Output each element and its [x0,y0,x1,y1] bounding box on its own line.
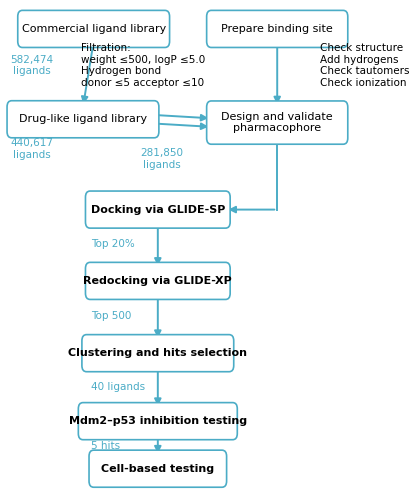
Text: Filtration:
weight ≤500, logP ≤5.0
Hydrogen bond
donor ≤5 acceptor ≤10: Filtration: weight ≤500, logP ≤5.0 Hydro… [82,43,206,88]
FancyBboxPatch shape [207,101,348,144]
FancyBboxPatch shape [85,262,230,300]
Text: Mdm2–p53 inhibition testing: Mdm2–p53 inhibition testing [69,416,247,426]
FancyBboxPatch shape [89,450,227,487]
Text: Redocking via GLIDE-XP: Redocking via GLIDE-XP [84,276,232,286]
Text: Commercial ligand library: Commercial ligand library [22,24,166,34]
Text: Drug-like ligand library: Drug-like ligand library [19,114,147,124]
Text: Top 500: Top 500 [91,310,131,320]
Text: Docking via GLIDE-SP: Docking via GLIDE-SP [91,204,225,214]
FancyBboxPatch shape [7,100,159,138]
FancyBboxPatch shape [82,334,234,372]
Text: Clustering and hits selection: Clustering and hits selection [68,348,248,358]
FancyBboxPatch shape [78,402,237,440]
Text: Prepare binding site: Prepare binding site [221,24,333,34]
Text: 5 hits: 5 hits [91,441,120,451]
Text: 440,617
ligands: 440,617 ligands [11,138,54,160]
Text: Top 20%: Top 20% [91,239,135,249]
Text: 281,850
ligands: 281,850 ligands [140,148,183,170]
Text: Design and validate
pharmacophore: Design and validate pharmacophore [221,112,333,134]
FancyBboxPatch shape [85,191,230,228]
Text: Cell-based testing: Cell-based testing [101,464,214,473]
Text: 582,474
ligands: 582,474 ligands [11,54,54,76]
Text: Check structure
Add hydrogens
Check tautomers
Check ionization: Check structure Add hydrogens Check taut… [320,43,409,88]
FancyBboxPatch shape [207,10,348,48]
Text: 40 ligands: 40 ligands [91,382,145,392]
FancyBboxPatch shape [18,10,170,48]
